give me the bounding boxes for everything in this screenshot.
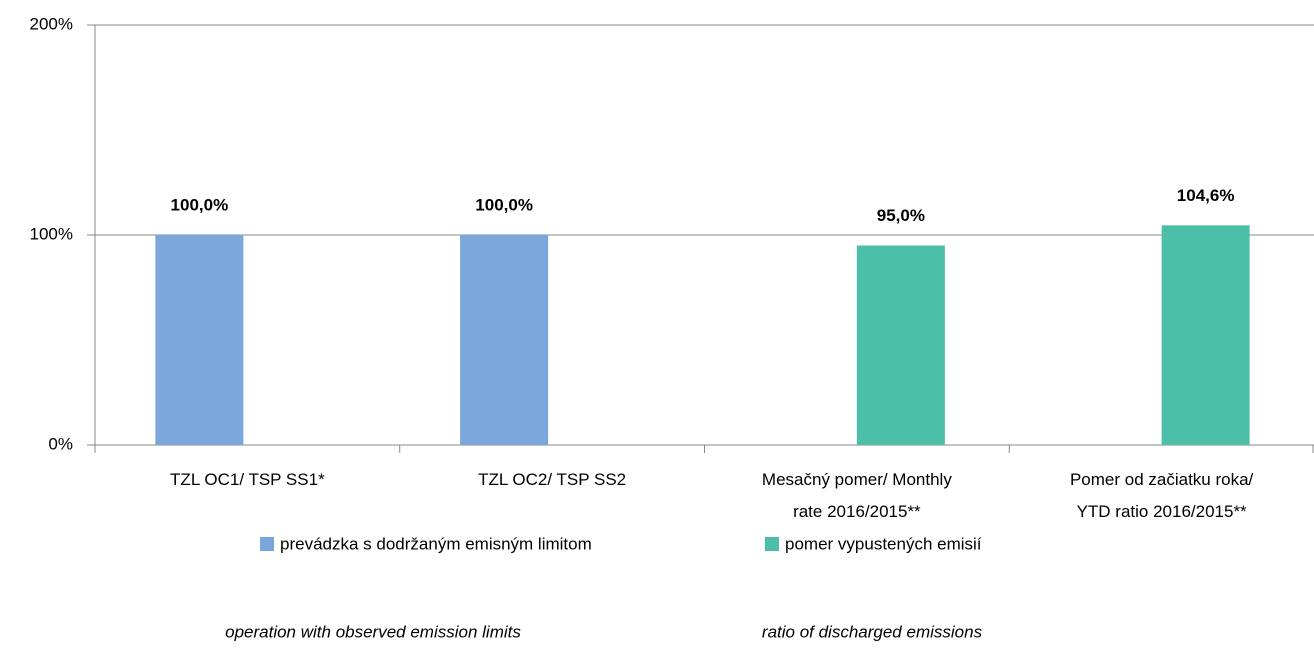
bar xyxy=(460,235,549,445)
legend-label: prevádzka s dodržaným emisným limitom xyxy=(280,534,592,553)
y-tick-label: 0% xyxy=(48,434,73,453)
value-label-bg xyxy=(858,203,943,230)
y-tick-label: 200% xyxy=(30,14,73,33)
value-label-bg xyxy=(462,193,547,219)
annotation: operation with observed emission limits xyxy=(225,622,521,641)
value-label: 100,0% xyxy=(475,195,533,214)
value-label-bg xyxy=(1163,183,1248,210)
legend-swatch xyxy=(765,537,779,551)
x-tick-label: TZL OC2/ TSP SS2 xyxy=(478,470,627,489)
value-label: 104,6% xyxy=(1177,186,1235,205)
y-tick-label: 100% xyxy=(30,224,73,243)
value-label-bg xyxy=(157,193,242,219)
x-tick-label: TZL OC1/ TSP SS1* xyxy=(170,470,325,489)
value-label: 100,0% xyxy=(171,195,229,214)
x-tick-label: Pomer od začiatku roka/ YTD ratio 2016/2… xyxy=(1069,470,1254,521)
x-tick-label: Mesačný pomer/ Monthly rate 2016/2015** xyxy=(761,470,952,521)
legend-swatch xyxy=(260,537,274,551)
bar xyxy=(1161,225,1250,445)
legend-label: pomer vypustených emisií xyxy=(785,534,982,553)
bar xyxy=(856,245,945,445)
value-label: 95,0% xyxy=(877,206,925,225)
bar xyxy=(155,235,244,445)
annotation: ratio of discharged emissions xyxy=(762,622,983,641)
